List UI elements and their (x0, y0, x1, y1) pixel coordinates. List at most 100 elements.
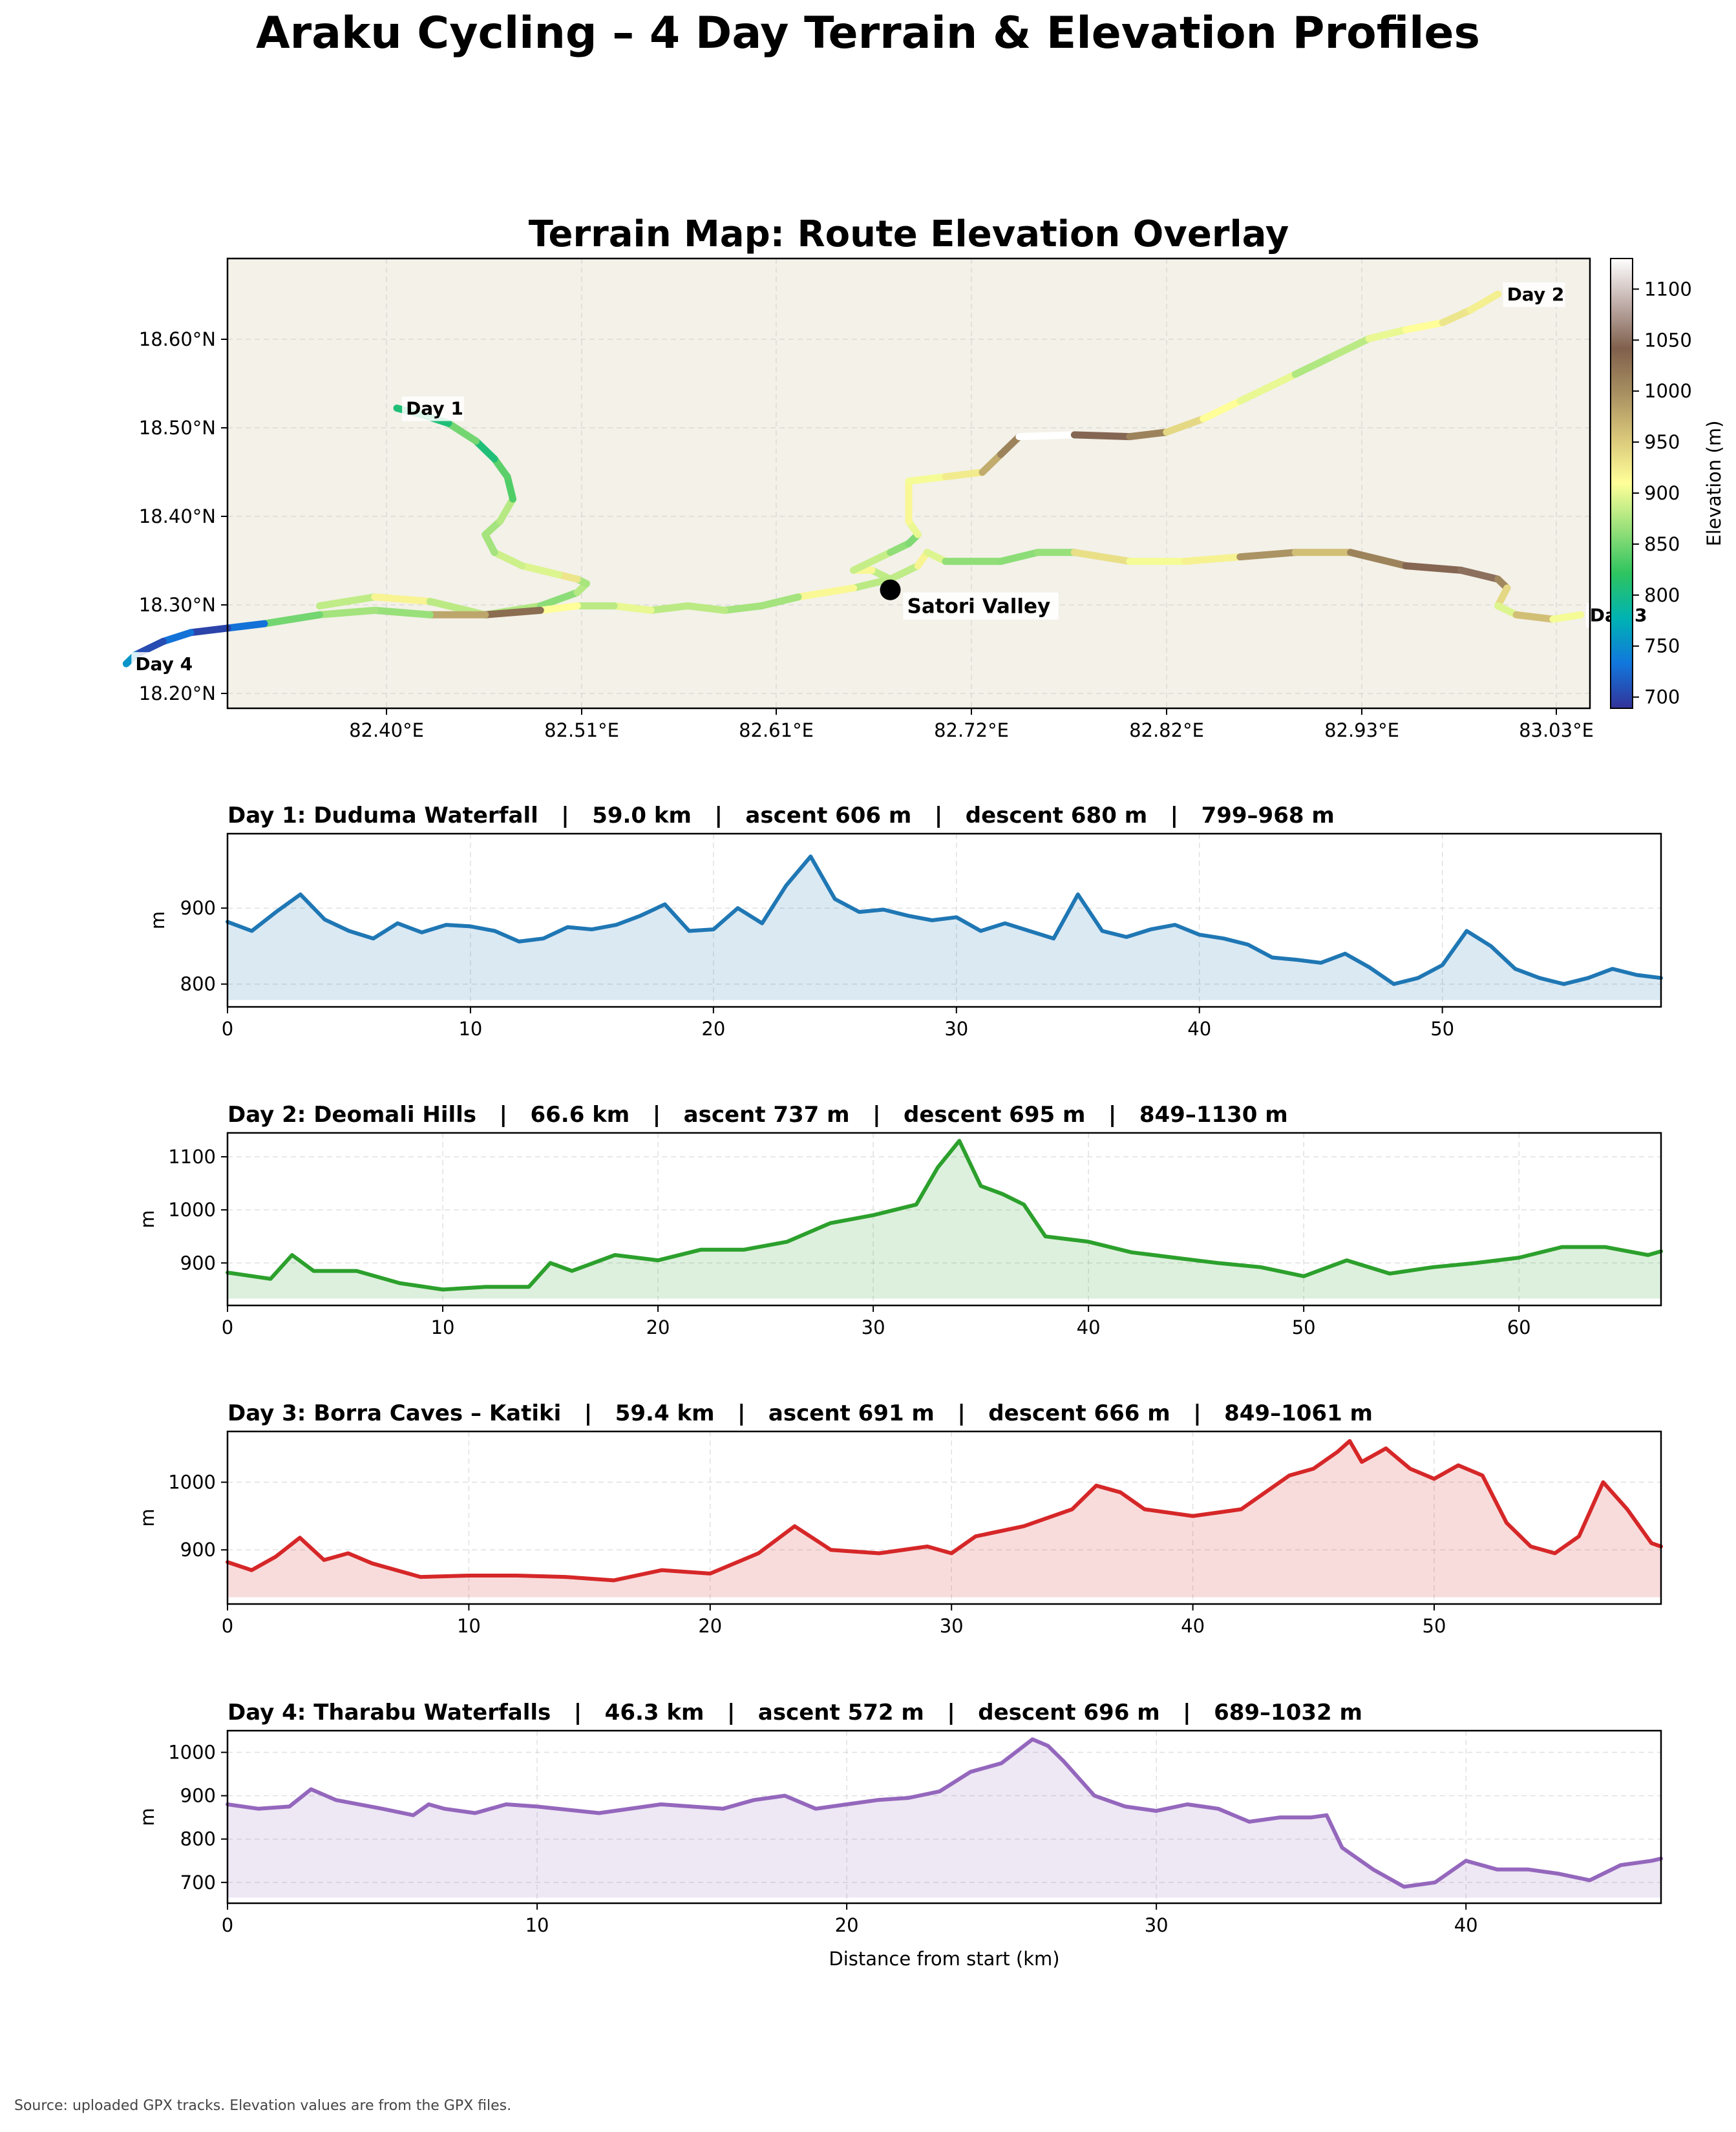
profile-y-tick-label: 900 (180, 897, 216, 919)
map-title: Terrain Map: Route Elevation Overlay (528, 213, 1289, 255)
colorbar (1610, 258, 1633, 709)
profile-x-tick-label: 50 (1292, 1316, 1316, 1338)
profile-y-tick-label: 800 (180, 973, 216, 995)
route-segment (472, 438, 498, 463)
profile-x-tick-label: 0 (222, 1018, 233, 1040)
profile-x-tick-label: 0 (222, 1615, 233, 1637)
route-segment (1328, 335, 1373, 361)
profile-x-tick-label: 20 (835, 1914, 859, 1936)
profile-x-tick-label: 0 (222, 1914, 233, 1936)
profile-x-tick-label: 20 (701, 1018, 725, 1040)
elevation-line (226, 1737, 1663, 1889)
map-x-tick-label: 82.72°E (934, 719, 1009, 741)
colorbar-tick-label: 1000 (1644, 380, 1692, 402)
colorbar-tick-label: 700 (1644, 686, 1680, 708)
route-segment (1549, 611, 1585, 623)
route-label-bg (131, 652, 194, 677)
profile-frame (226, 832, 1662, 1008)
route-segment (1163, 415, 1207, 436)
route-segment (491, 549, 526, 569)
route-label: Day 1 (406, 398, 463, 419)
poi-label: Satori Valley (907, 595, 1051, 618)
route-label-bg (402, 396, 465, 421)
route-segment (1402, 562, 1465, 574)
route-segment (371, 606, 434, 618)
profile-x-tick-label: 30 (1145, 1914, 1169, 1936)
elevation-area (228, 1739, 1661, 1898)
map-y-tick-label: 18.50°N (139, 417, 216, 439)
profile-y-label: m (136, 1808, 158, 1826)
route-segment (1181, 553, 1244, 565)
profile-x-tick-label: 10 (525, 1914, 549, 1936)
profile-x-tick-label: 40 (1187, 1018, 1211, 1040)
map-frame (226, 257, 1591, 710)
elevation-area (228, 1441, 1661, 1598)
profile-y-label: m (147, 911, 169, 929)
route-segment (187, 624, 231, 637)
map-y-tick-label: 18.40°N (139, 505, 216, 527)
route-segment (1126, 428, 1170, 441)
route-segment (997, 433, 1023, 458)
route-segment (610, 602, 655, 614)
route-segment (684, 602, 728, 614)
map-x-tick-label: 82.61°E (739, 719, 814, 741)
profile-x-tick-label: 50 (1423, 1615, 1446, 1637)
colorbar-tick-label: 900 (1644, 482, 1680, 504)
route-segment (850, 575, 894, 592)
route-segment (371, 593, 434, 606)
route-segment (905, 473, 949, 485)
poi-label-bg (903, 592, 1059, 620)
profile-y-tick-label: 1000 (168, 1742, 216, 1764)
route-segment (1236, 549, 1299, 561)
profile-x-tick-label: 20 (698, 1615, 722, 1637)
colorbar-label: Elevation (m) (1703, 421, 1725, 547)
profile-x-tick-label: 30 (862, 1316, 885, 1338)
profile-y-tick-label: 700 (180, 1872, 216, 1894)
route-segment (647, 602, 692, 614)
route-segment (491, 455, 511, 481)
colorbar-tick-label: 750 (1644, 635, 1680, 657)
route-segment (850, 549, 894, 574)
route-segment (1347, 549, 1410, 569)
map-y-tick-label: 18.60°N (139, 328, 216, 350)
route-segment (482, 606, 544, 618)
profile-y-tick-label: 1000 (168, 1199, 216, 1221)
colorbar-tick-label: 850 (1644, 533, 1680, 555)
profile-x-tick-label: 20 (646, 1316, 670, 1338)
profile-y-tick-label: 1100 (168, 1146, 216, 1168)
poi-marker (880, 579, 901, 600)
profile-frame (226, 1430, 1662, 1605)
route-segment (503, 473, 517, 503)
profile-x-tick-label: 10 (458, 1018, 482, 1040)
route-segment (1070, 549, 1134, 565)
profile-x-tick-label: 30 (940, 1615, 964, 1637)
profile-x-tick-label: 10 (457, 1615, 481, 1637)
route-segment (979, 450, 1004, 476)
route-segment (1466, 290, 1502, 314)
profile-title: Day 4: Tharabu Waterfalls | 46.3 km | as… (228, 1700, 1362, 1726)
map-y-tick-label: 18.30°N (139, 594, 216, 616)
route-segment (1402, 319, 1446, 333)
colorbar-tick-label: 1050 (1644, 329, 1692, 351)
profile-x-tick-label: 60 (1507, 1316, 1531, 1338)
route-segment (315, 593, 379, 610)
route-segment (315, 606, 379, 618)
route-segment (887, 562, 922, 583)
elevation-line (226, 1439, 1663, 1583)
colorbar-tick-label: 1100 (1644, 278, 1692, 300)
profile-y-tick-label: 1000 (168, 1472, 216, 1493)
route-segment (1291, 353, 1336, 378)
map-x-tick-label: 82.40°E (349, 719, 424, 741)
profile-title: Day 1: Duduma Waterfall | 59.0 km | asce… (228, 803, 1335, 829)
route-segment (260, 611, 323, 628)
map-x-tick-label: 82.51°E (544, 719, 619, 741)
route-segment (1365, 326, 1410, 343)
profile-x-tick-label: 0 (222, 1316, 233, 1338)
profile-y-tick-label: 900 (180, 1252, 216, 1274)
profile-x-tick-label: 40 (1077, 1316, 1101, 1338)
elevation-line (226, 1139, 1663, 1292)
route-segment (1439, 306, 1474, 326)
colorbar-tick-label: 950 (1644, 431, 1680, 453)
route-segment (1070, 431, 1134, 441)
